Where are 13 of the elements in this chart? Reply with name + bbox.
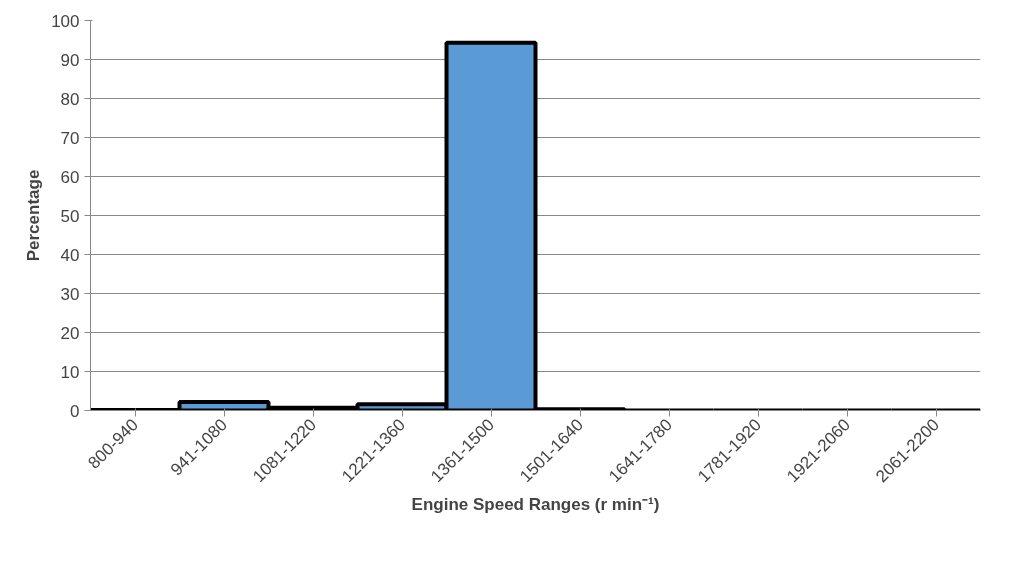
y-tick-label: 0 [70,401,80,421]
y-tick-label: 40 [60,245,80,265]
y-tick-label: 100 [51,11,80,31]
y-tick-label: 90 [60,50,80,70]
x-axis-title: Engine Speed Ranges (r min⁻¹) [411,495,660,515]
y-tick-label: 10 [60,362,80,382]
y-tick-label: 20 [60,323,80,343]
y-tick-label: 80 [60,89,80,109]
y-tick-label: 30 [60,284,80,304]
y-tick-label: 50 [60,206,80,226]
y-tick-label: 70 [60,128,80,148]
y-tick-label: 60 [60,167,80,187]
y-axis-title: Percentage [24,169,44,262]
